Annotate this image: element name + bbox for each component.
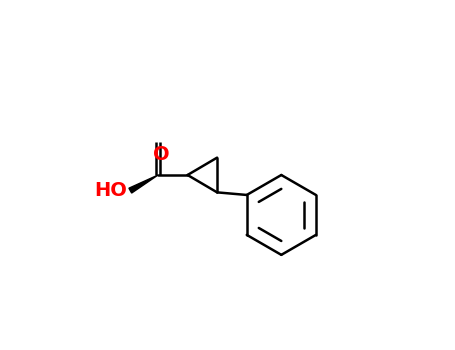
Polygon shape xyxy=(129,175,158,193)
Text: O: O xyxy=(153,145,170,164)
Text: HO: HO xyxy=(94,181,127,200)
